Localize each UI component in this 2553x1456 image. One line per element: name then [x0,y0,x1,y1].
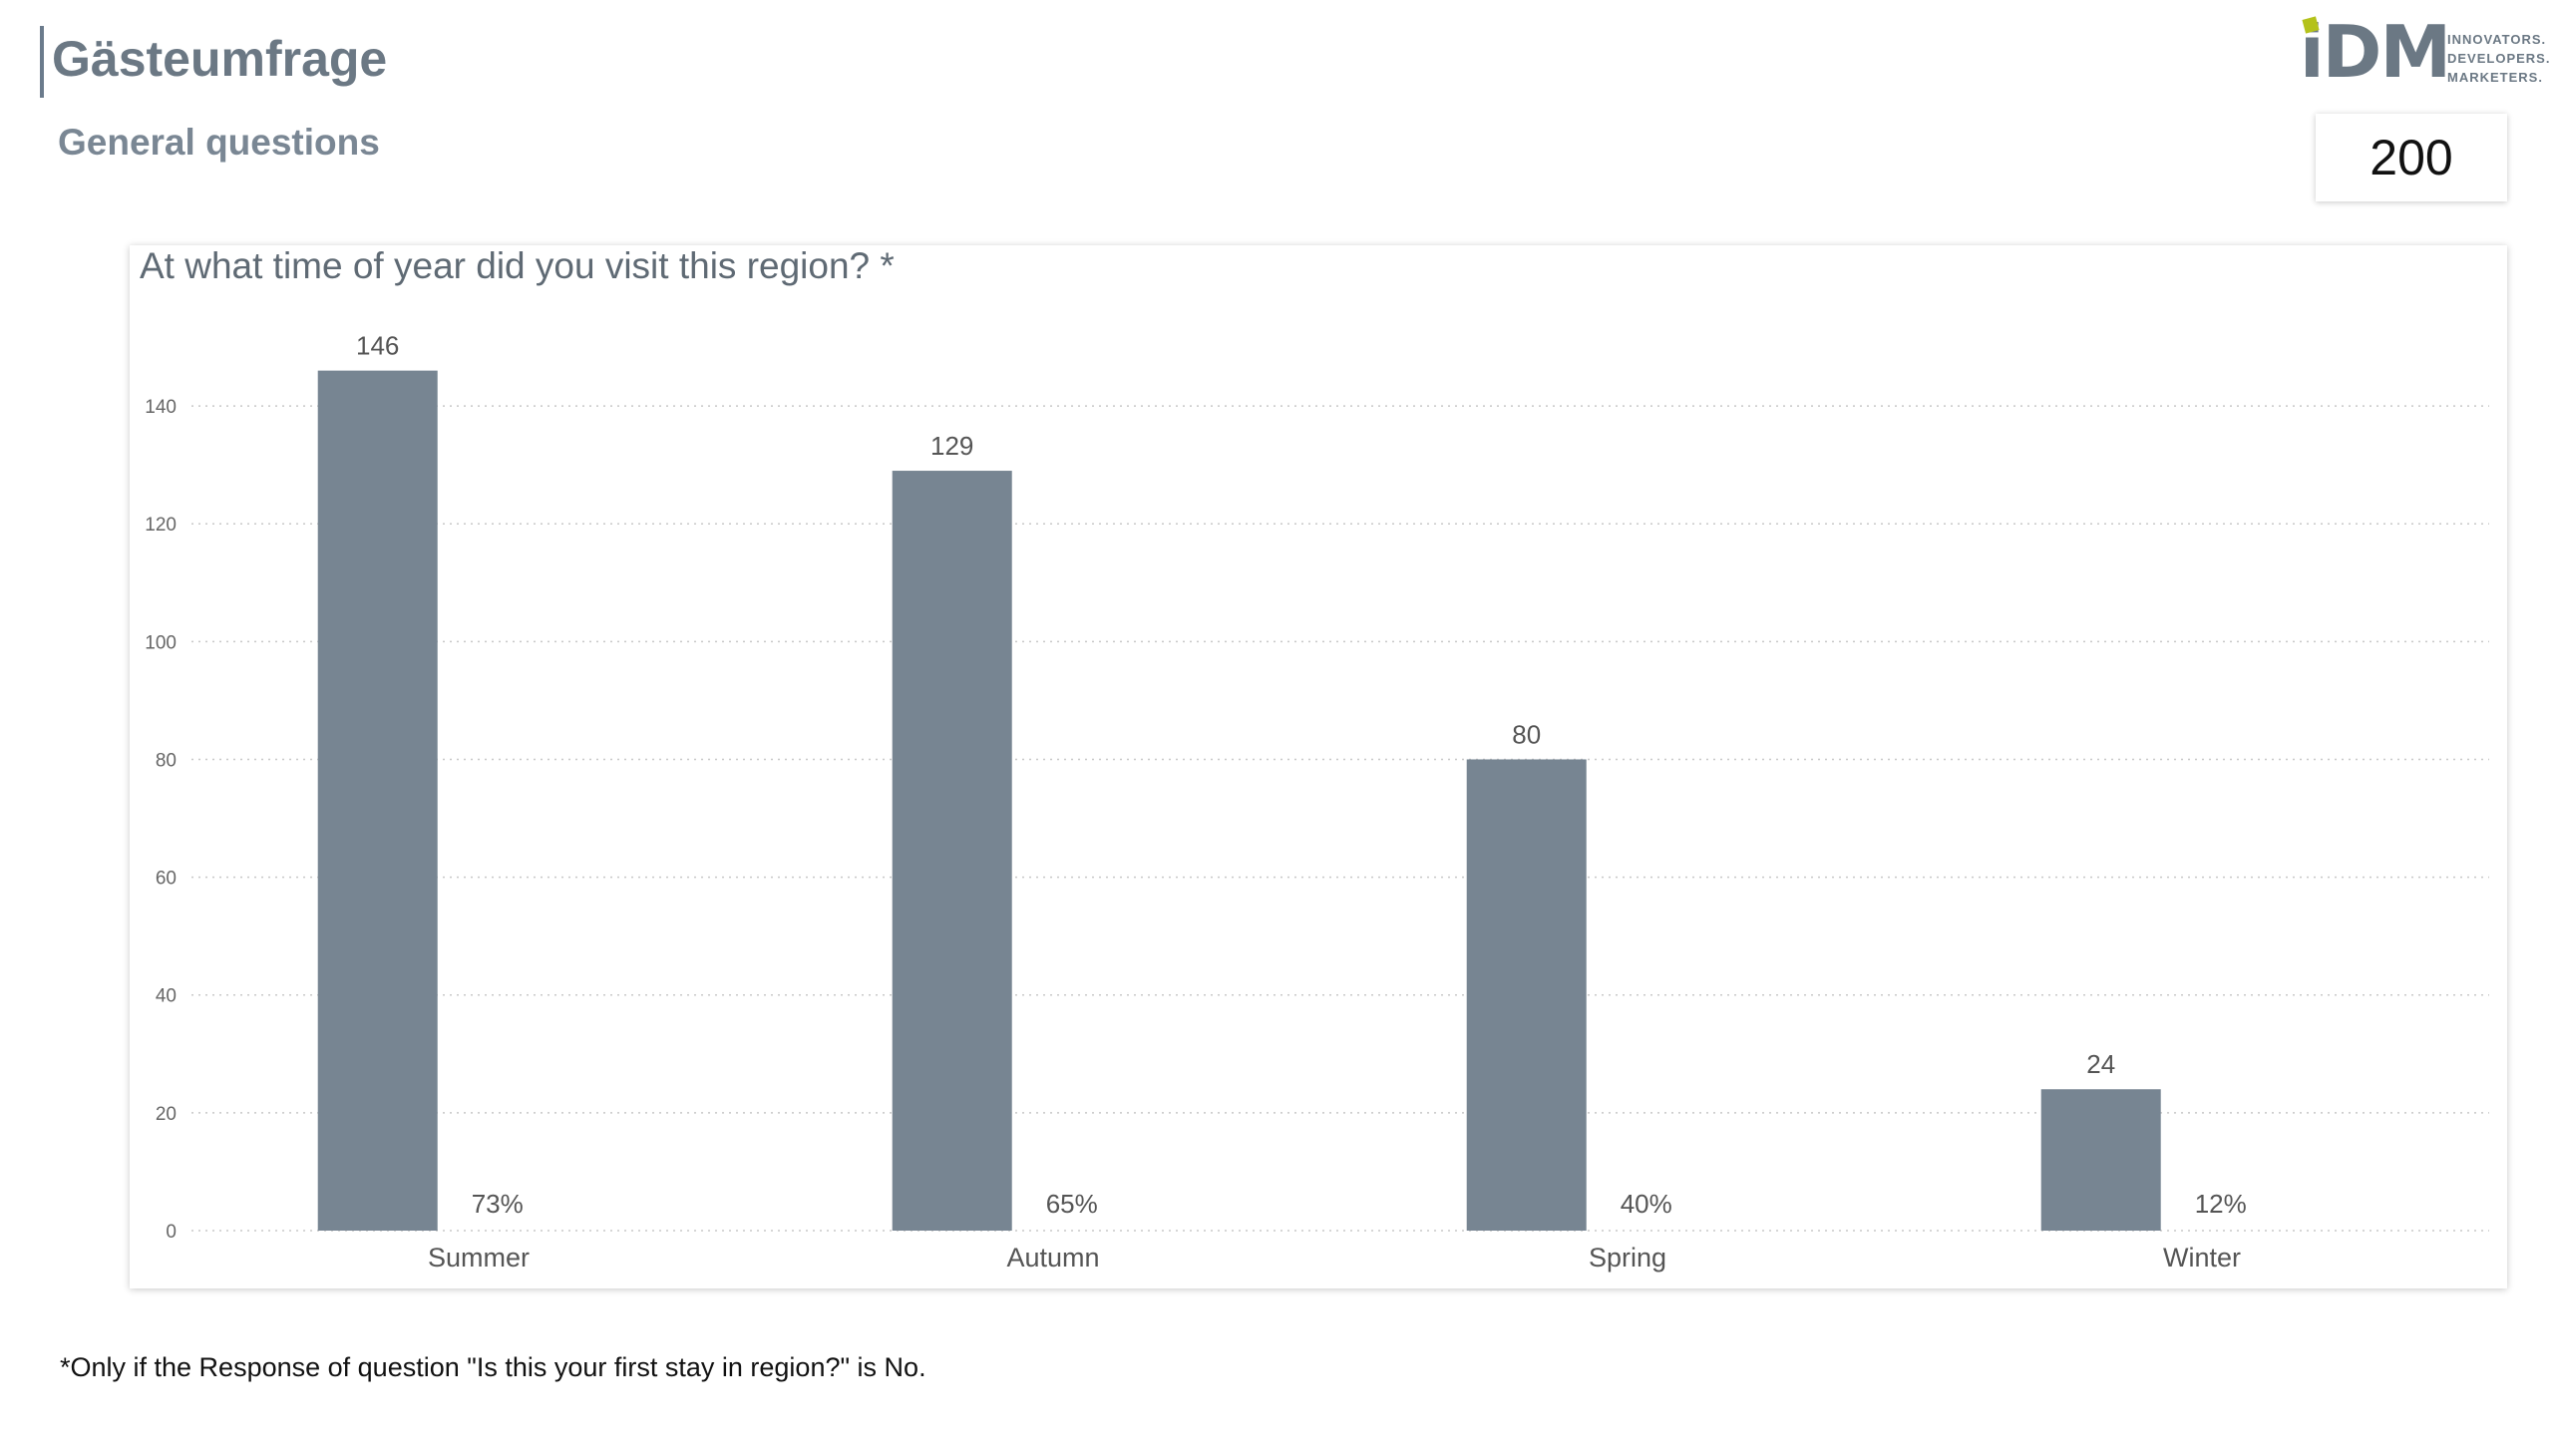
y-tick-label: 60 [156,869,177,890]
logo-mark: iDM [2300,10,2451,94]
bar-spring[interactable] [1466,759,1587,1231]
bar-winter[interactable] [2040,1089,2161,1231]
chart-visual[interactable]: At what time of year did you visit this … [130,245,2507,1288]
logo-tagline: INNOVATORS. DEVELOPERS. MARKETERS. [2447,30,2550,87]
y-tick-label: 40 [156,986,177,1007]
y-tick-label: 100 [145,632,177,653]
bar-value-label: 24 [2086,1049,2115,1079]
title-accent-bar [40,26,44,98]
idm-logo: iDM INNOVATORS. DEVELOPERS. MARKETERS. [2300,12,2553,92]
bar-value-label: 80 [1512,719,1541,749]
y-tick-label: 20 [156,1104,177,1125]
respondents-count-value: 200 [2370,130,2453,185]
x-category-label: Autumn [1006,1243,1099,1273]
x-category-label: Summer [428,1243,530,1273]
bar-chart: 0 20 40 60 80 100 120 140 146 73% Summer 129 65% Autu… [145,331,2489,1273]
x-category-label: Spring [1589,1243,1666,1273]
page-title: Gästeumfrage [52,31,388,87]
footnote: *Only if the Response of question "Is th… [60,1352,926,1382]
y-tick-label: 120 [145,515,177,536]
y-tick-label: 0 [166,1222,177,1243]
bar-percent-label: 12% [2195,1189,2247,1219]
respondents-count-card[interactable]: 200 [2316,114,2507,201]
logo-tagline-line: DEVELOPERS. [2447,51,2551,66]
bar-percent-label: 65% [1046,1189,1098,1219]
bar-value-label: 146 [356,331,399,361]
bar-summer[interactable] [317,370,438,1231]
logo-tagline-line: INNOVATORS. [2447,32,2547,47]
x-category-label: Winter [2163,1243,2241,1273]
page-subtitle: General questions [58,122,380,163]
y-tick-label: 80 [156,750,177,771]
chart-title: At what time of year did you visit this … [140,245,895,286]
bar-percent-label: 40% [1621,1189,1672,1219]
bar-autumn[interactable] [892,471,1012,1231]
bar-value-label: 129 [930,431,973,461]
logo-tagline-line: MARKETERS. [2447,70,2543,85]
bar-percent-label: 73% [472,1189,524,1219]
y-tick-label: 140 [145,397,177,418]
